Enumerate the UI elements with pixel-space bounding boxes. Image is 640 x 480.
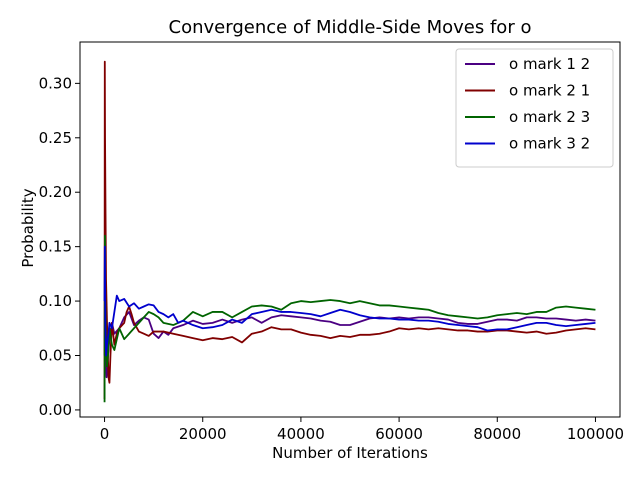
x-tick-label: 20000 (179, 425, 227, 443)
series-line-o-mark-2-1 (103, 60, 596, 400)
y-tick-label: 0.30 (39, 74, 72, 92)
legend-label: o mark 2 1 (509, 82, 590, 100)
chart-title: Convergence of Middle-Side Moves for o (169, 17, 532, 38)
legend-label: o mark 3 2 (509, 135, 590, 153)
series-line-o-mark-1-2 (103, 278, 596, 379)
legend-label: o mark 2 3 (509, 108, 590, 126)
x-tick-label: 80000 (473, 425, 521, 443)
series-line-o-mark-2-3 (103, 234, 596, 403)
x-axis-ticks: 0 20000 40000 60000 80000 100000 (100, 417, 624, 443)
series-lines (103, 60, 596, 403)
legend-label: o mark 1 2 (509, 55, 590, 73)
y-tick-label: 0.10 (39, 292, 72, 310)
y-tick-label: 0.20 (39, 183, 72, 201)
legend: o mark 1 2 o mark 2 1 o mark 2 3 o mark 3 2 (455, 48, 614, 168)
x-tick-label: 100000 (567, 425, 624, 443)
y-tick-label: 0.05 (39, 346, 72, 364)
y-axis-title: Probability (19, 188, 37, 267)
x-tick-label: 60000 (375, 425, 423, 443)
x-tick-label: 0 (100, 425, 110, 443)
y-tick-label: 0.00 (39, 401, 72, 419)
y-tick-label: 0.25 (39, 129, 72, 147)
legend-box (455, 48, 614, 168)
y-axis-ticks: 0.00 0.05 0.10 0.15 0.20 0.25 0.30 (39, 74, 80, 419)
series-line-o-mark-3-2 (103, 245, 596, 357)
x-tick-label: 40000 (277, 425, 325, 443)
plot-frame (79, 41, 621, 418)
x-axis-title: Number of Iterations (272, 444, 428, 462)
y-tick-label: 0.15 (39, 238, 72, 256)
